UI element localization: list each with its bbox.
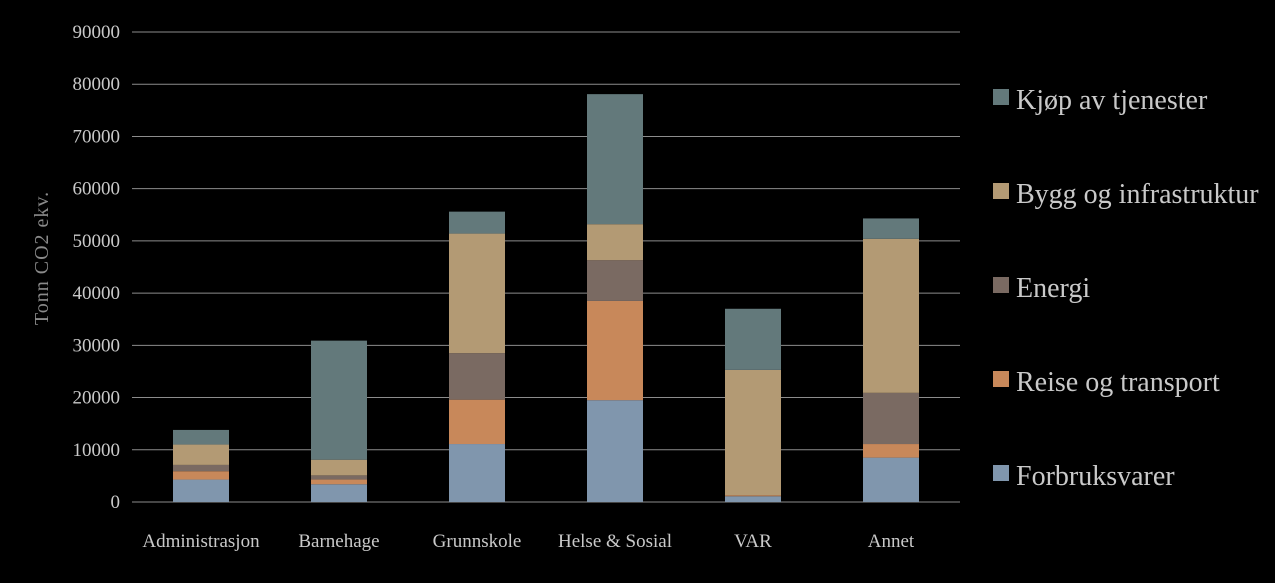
legend-item: Energi (993, 273, 1090, 304)
bar-segment (587, 300, 643, 401)
bar-segment (311, 340, 367, 460)
y-tick-label: 90000 (73, 22, 121, 43)
y-tick-label: 40000 (73, 283, 121, 304)
bar-segment (863, 238, 919, 393)
bar-segment (863, 444, 919, 458)
bar-segment (449, 211, 505, 234)
bar-segment (863, 392, 919, 445)
y-axis-label: Tonn CO2 ekv. (31, 191, 53, 325)
bar-segment (587, 400, 643, 502)
y-tick-label: 80000 (73, 74, 121, 95)
bar-segment (311, 475, 367, 480)
legend-item: Bygg og infrastruktur (993, 179, 1259, 210)
bar-segment (449, 233, 505, 354)
bar-segment (725, 308, 781, 370)
legend-swatch (993, 465, 1009, 481)
bar-segment (587, 224, 643, 261)
bar-segment (173, 479, 229, 502)
bar-segment (449, 444, 505, 502)
bar-segment (725, 495, 781, 497)
x-axis-ticks: Administrasjon Barnehage Grunnskole Helse &… (142, 531, 915, 552)
bar-segment (863, 457, 919, 502)
legend-label: Forbruksvarer (1016, 461, 1175, 492)
y-tick-label: 20000 (73, 388, 121, 409)
y-tick-label: 30000 (73, 335, 121, 356)
y-axis-ticks: 0 10000 20000 30000 40000 50000 60000 70000 8000… (73, 22, 121, 513)
gridlines (132, 31, 960, 503)
legend-swatch (993, 183, 1009, 199)
legend-swatch (993, 277, 1009, 293)
bar-segment (173, 444, 229, 465)
bar-segment (173, 429, 229, 445)
bars (173, 94, 919, 502)
x-tick-label: Helse & Sosial (558, 531, 672, 552)
legend-item: Forbruksvarer (993, 461, 1175, 492)
x-tick-label: Grunnskole (433, 531, 522, 552)
bar-segment (725, 496, 781, 502)
bar-segment (863, 218, 919, 239)
bar-segment (587, 94, 643, 225)
bar-segment (173, 471, 229, 480)
bar-segment (311, 484, 367, 502)
bar-segment (173, 464, 229, 472)
legend-swatch (993, 89, 1009, 105)
legend-swatch (993, 371, 1009, 387)
bar-segment (449, 399, 505, 445)
legend-label: Energi (1016, 273, 1090, 304)
y-tick-label: 10000 (73, 440, 121, 461)
y-tick-label: 70000 (73, 126, 121, 147)
legend-label: Bygg og infrastruktur (1016, 179, 1259, 210)
legend-item: Kjøp av tjenester (993, 85, 1208, 116)
x-tick-label: Annet (868, 531, 915, 552)
legend-label: Kjøp av tjenester (1016, 85, 1208, 116)
y-tick-label: 0 (111, 492, 121, 513)
x-tick-label: Administrasjon (142, 531, 260, 552)
legend-item: Reise og transport (993, 367, 1220, 398)
legend: Kjøp av tjenester Bygg og infrastruktur En… (993, 85, 1259, 492)
y-tick-label: 50000 (73, 231, 121, 252)
bar-segment (311, 479, 367, 485)
bar-segment (725, 369, 781, 496)
bar-segment (311, 459, 367, 476)
y-tick-label: 60000 (73, 179, 121, 200)
legend-label: Reise og transport (1016, 367, 1220, 398)
bar-segment (587, 260, 643, 301)
x-tick-label: Barnehage (298, 531, 379, 552)
bar-segment (449, 353, 505, 400)
x-tick-label: VAR (734, 531, 772, 552)
